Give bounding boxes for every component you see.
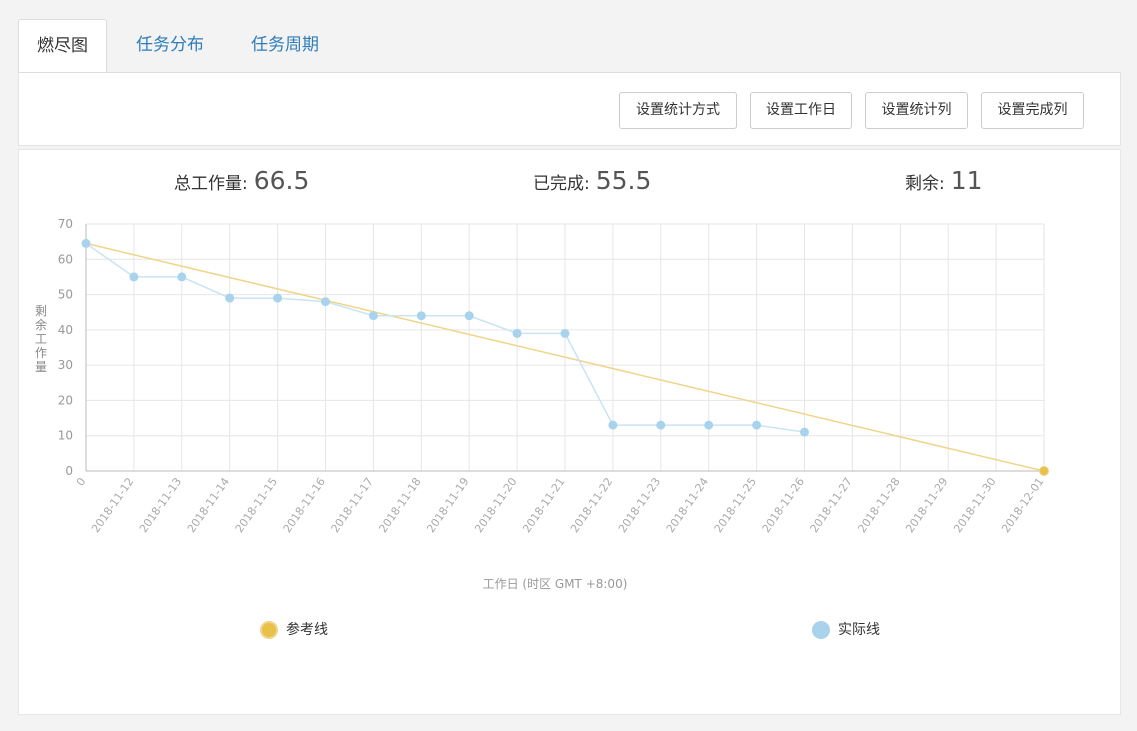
toolbar: 设置统计方式 设置工作日 设置统计列 设置完成列	[18, 72, 1121, 146]
x-tick-label: 2018-11-16	[281, 475, 328, 535]
x-tick-label: 2018-11-27	[808, 475, 855, 535]
y-tick-label: 0	[65, 464, 73, 478]
set-stat-method-button[interactable]: 设置统计方式	[619, 92, 737, 129]
completed-label: 已完成:	[533, 174, 590, 194]
legend-reference-label: 参考线	[286, 622, 328, 638]
x-tick-label: 2018-11-20	[472, 475, 519, 535]
set-stat-column-button[interactable]: 设置统计列	[865, 92, 968, 129]
remaining-value: 11	[950, 166, 983, 195]
y-tick-label: 40	[58, 323, 73, 337]
actual-point	[416, 311, 426, 321]
completed-stat: 已完成: 55.5	[533, 166, 651, 195]
x-tick-label: 2018-11-19	[424, 475, 471, 535]
y-tick-label: 10	[58, 429, 73, 443]
x-tick-label: 2018-11-15	[233, 475, 280, 535]
y-axis-label-char: 余	[35, 317, 47, 332]
x-tick-label: 2018-11-22	[568, 475, 615, 535]
reference-point	[1039, 466, 1049, 476]
legend-reference-swatch	[260, 621, 278, 639]
actual-point	[129, 272, 139, 282]
y-tick-label: 60	[58, 252, 73, 266]
actual-point	[368, 311, 378, 321]
legend-reference[interactable]: 参考线	[260, 619, 328, 639]
total-workload-value: 66.5	[253, 166, 310, 195]
total-workload-stat: 总工作量: 66.5	[174, 166, 309, 195]
actual-point	[464, 311, 474, 321]
legend-actual[interactable]: 实际线	[812, 619, 880, 639]
tab-task-cycle[interactable]: 任务周期	[251, 35, 319, 55]
set-workday-button[interactable]: 设置工作日	[750, 92, 852, 129]
completed-value: 55.5	[595, 166, 652, 195]
x-tick-label: 0	[74, 475, 89, 488]
actual-point	[273, 293, 283, 303]
x-tick-label: 2018-12-01	[999, 475, 1046, 535]
y-axis-label-char: 作	[35, 346, 47, 360]
reference-series-line	[85, 242, 1045, 472]
x-tick-label: 2018-11-24	[664, 475, 711, 535]
x-tick-label: 2018-11-23	[616, 475, 663, 535]
x-tick-label: 2018-11-21	[520, 475, 567, 535]
tab-task-distribution[interactable]: 任务分布	[136, 35, 204, 55]
actual-point	[560, 328, 570, 338]
remaining-label: 剩余:	[905, 174, 945, 194]
y-axis-label-char: 工	[35, 332, 47, 346]
tab-burndown[interactable]: 燃尽图	[18, 19, 107, 73]
set-done-column-button[interactable]: 设置完成列	[981, 92, 1084, 129]
x-tick-label: 2018-11-12	[89, 475, 136, 535]
actual-point	[752, 420, 762, 430]
x-axis-label: 工作日 (时区 GMT +8:00)	[483, 577, 628, 591]
x-tick-label: 2018-11-29	[903, 475, 950, 535]
x-tick-label: 2018-11-18	[376, 475, 423, 535]
actual-point	[225, 293, 235, 303]
actual-point	[177, 272, 187, 282]
actual-point	[81, 238, 91, 248]
y-axis-label-char: 量	[35, 360, 47, 374]
y-axis-label-char: 剩	[35, 304, 47, 318]
actual-point	[608, 420, 618, 430]
x-tick-label: 2018-11-25	[712, 475, 759, 535]
y-tick-label: 50	[58, 288, 73, 302]
x-tick-label: 2018-11-26	[760, 475, 807, 535]
chart-panel: 总工作量: 66.5 已完成: 55.5 剩余: 11 0 10 20 30 40 50 60 70…	[18, 149, 1121, 715]
x-tick-label: 2018-11-13	[137, 475, 184, 535]
x-tick-label: 2018-11-17	[329, 475, 376, 535]
y-tick-label: 70	[58, 217, 73, 231]
remaining-stat: 剩余: 11	[905, 166, 983, 195]
actual-point	[512, 328, 522, 338]
x-tick-label: 2018-11-30	[951, 475, 998, 535]
y-tick-label: 30	[58, 358, 73, 372]
actual-series-line	[85, 242, 805, 433]
legend-actual-label: 实际线	[838, 622, 880, 638]
x-tick-label: 2018-11-28	[855, 475, 902, 535]
y-tick-label: 20	[58, 393, 73, 407]
actual-point	[321, 297, 330, 307]
tab-bar: 燃尽图 任务分布 任务周期	[18, 19, 1121, 73]
actual-point	[800, 427, 809, 437]
legend-actual-swatch	[812, 621, 830, 639]
actual-point	[704, 420, 714, 430]
actual-point	[656, 420, 666, 430]
total-workload-label: 总工作量:	[174, 174, 248, 194]
x-tick-label: 2018-11-14	[185, 475, 232, 535]
